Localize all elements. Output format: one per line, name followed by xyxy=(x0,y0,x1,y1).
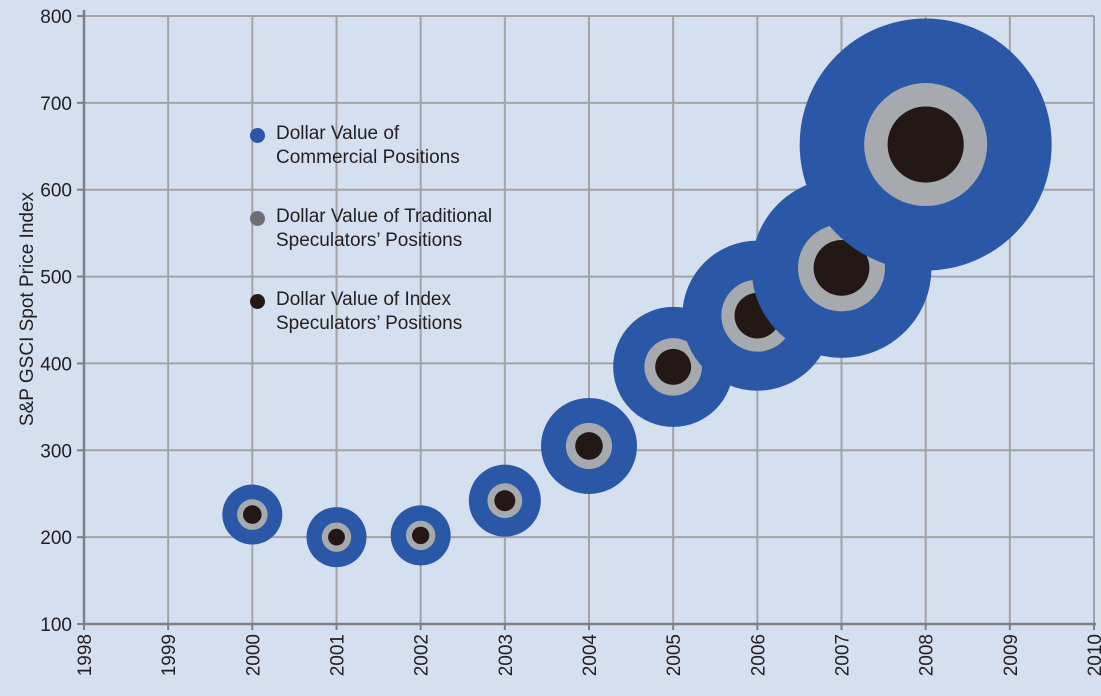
legend-label-line: Dollar Value of Traditional xyxy=(276,206,493,227)
bubble-index xyxy=(243,505,262,524)
legend-item-index: Dollar Value of Index Speculators’ Posit… xyxy=(250,288,576,336)
y-tick-label: 600 xyxy=(40,181,72,202)
bubble-index xyxy=(328,528,345,546)
bubble-index xyxy=(655,348,692,385)
bubble-index xyxy=(575,432,603,460)
legend-label-line: Speculators’ Positions xyxy=(276,230,463,251)
x-tick-label: 2006 xyxy=(748,634,769,676)
y-tick-label: 300 xyxy=(40,441,72,462)
bubbles xyxy=(222,18,1052,568)
y-tick-labels: 100 200 300 400 500 600 700 800 xyxy=(40,7,72,636)
y-axis-label: S&P GSCI Spot Price Index xyxy=(17,191,38,427)
bubble-index xyxy=(411,526,430,545)
y-tick-label: 200 xyxy=(40,528,72,549)
x-tick-label: 2002 xyxy=(412,634,433,676)
y-tick-label: 800 xyxy=(40,7,72,28)
legend-label-line: Speculators’ Positions xyxy=(276,313,463,334)
x-tick-label: 2007 xyxy=(833,634,854,676)
x-tick-label: 2010 xyxy=(1085,634,1101,676)
y-tick-label: 400 xyxy=(40,354,72,375)
x-tick-label: 2008 xyxy=(917,634,938,676)
y-tick-label: 500 xyxy=(40,268,72,289)
legend-item-commercial: Dollar Value of Commercial Positions xyxy=(250,122,576,170)
y-tick-label: 100 xyxy=(40,615,72,636)
x-tick-label: 2000 xyxy=(243,634,264,676)
x-tick-label: 2005 xyxy=(664,634,685,676)
y-tick-label: 700 xyxy=(40,94,72,115)
legend-item-traditional: Dollar Value of Traditional Speculators’… xyxy=(250,205,576,253)
legend-label-line: Dollar Value of Index xyxy=(276,289,451,310)
bubble-index xyxy=(887,106,964,183)
x-tick-label: 2004 xyxy=(580,634,601,677)
axes xyxy=(77,10,1096,630)
x-tick-label: 1998 xyxy=(75,634,96,676)
x-tick-label: 1999 xyxy=(159,634,180,676)
legend-label-line: Dollar Value of xyxy=(276,123,400,144)
legend-marker-traditional xyxy=(250,211,265,226)
x-tick-labels: 1998 1999 2000 2001 2002 2003 2004 2005 2006 2007… xyxy=(75,634,1101,677)
x-tick-label: 2003 xyxy=(496,634,517,676)
legend: Dollar Value of Commercial Positions Dol… xyxy=(250,122,576,371)
legend-label-line: Commercial Positions xyxy=(276,147,460,168)
x-tick-label: 2009 xyxy=(1001,634,1022,676)
legend-marker-commercial xyxy=(250,128,265,143)
bubble-index xyxy=(494,490,516,512)
legend-marker-index xyxy=(250,294,265,309)
x-tick-label: 2001 xyxy=(328,634,349,676)
bubble-index xyxy=(813,239,870,296)
